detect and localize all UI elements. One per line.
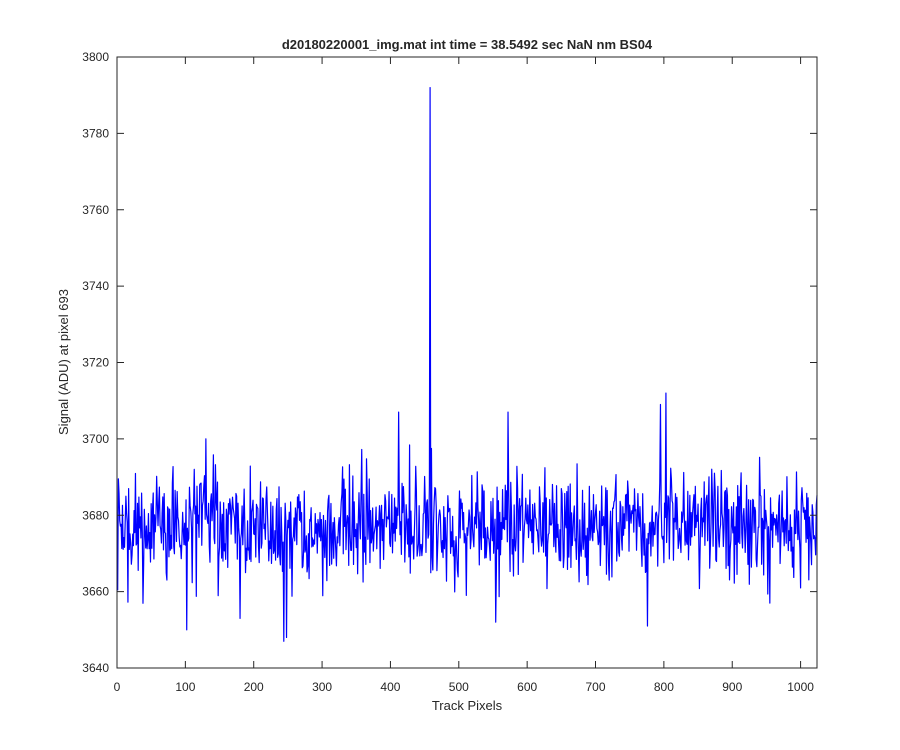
x-axis: 0 100 200 300 400 500 600 700 800 900 1000	[114, 57, 814, 694]
series-layer	[117, 86, 818, 642]
y-tick-label: 3720	[82, 356, 109, 370]
y-tick-label: 3800	[82, 50, 109, 64]
x-tick-label: 900	[722, 680, 742, 694]
y-tick-label: 3700	[82, 432, 109, 446]
y-axis: 3640 3660 3680 3700 3720 3740 3760 3780 3800	[82, 50, 817, 675]
y-tick-label: 3640	[82, 661, 109, 675]
y-tick-label: 3740	[82, 279, 109, 293]
x-axis-label: Track Pixels	[432, 698, 503, 713]
x-tick-label: 400	[380, 680, 400, 694]
x-tick-label: 300	[312, 680, 332, 694]
x-tick-label: 0	[114, 680, 121, 694]
y-tick-label: 3780	[82, 126, 109, 140]
x-tick-label: 200	[244, 680, 264, 694]
x-tick-label: 600	[517, 680, 537, 694]
y-tick-label: 3660	[82, 585, 109, 599]
y-tick-label: 3680	[82, 508, 109, 522]
y-axis-label: Signal (ADU) at pixel 693	[56, 289, 71, 435]
x-tick-label: 700	[586, 680, 606, 694]
x-tick-label: 800	[654, 680, 674, 694]
x-tick-label: 500	[449, 680, 469, 694]
signal-series-line	[117, 86, 818, 642]
x-tick-label: 100	[175, 680, 195, 694]
x-tick-label: 1000	[787, 680, 814, 694]
y-tick-label: 3760	[82, 203, 109, 217]
chart-title: d20180220001_img.mat int time = 38.5492 …	[282, 37, 653, 52]
